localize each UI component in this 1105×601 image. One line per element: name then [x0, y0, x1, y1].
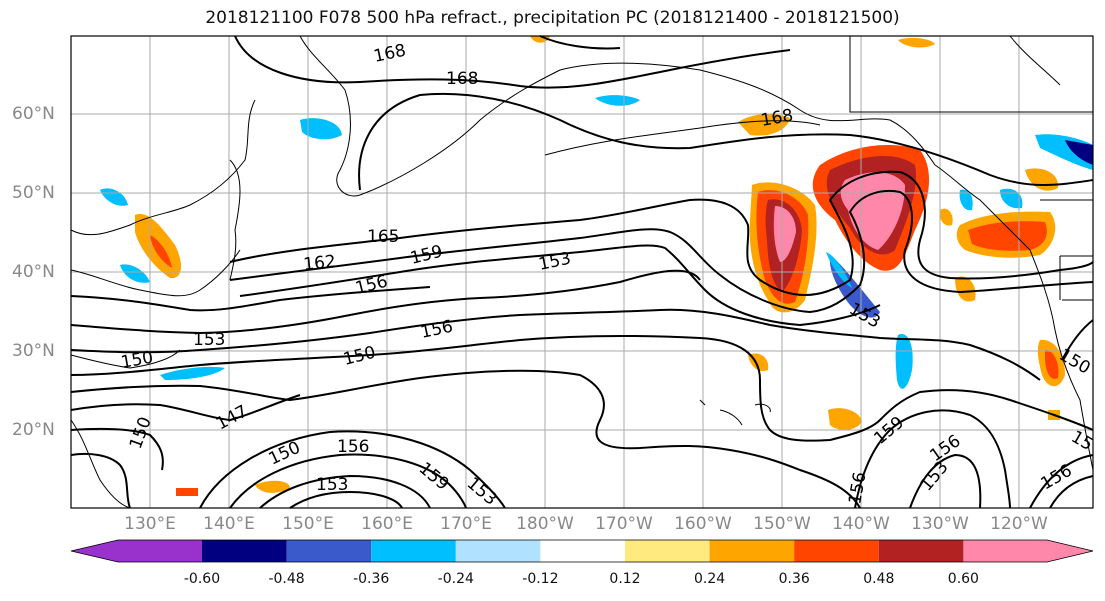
lon-label: 170°E — [440, 514, 492, 534]
contour-label: 153 — [316, 475, 348, 495]
map-title: 2018121100 F078 500 hPa refract., precip… — [205, 8, 900, 28]
colorbar-tick-label: 0.48 — [863, 571, 895, 587]
precip-shading — [100, 36, 1093, 496]
colorbar-extend-high — [963, 540, 1093, 562]
lon-label: 180°W — [516, 514, 574, 534]
lat-label: 50°N — [12, 183, 55, 203]
contour-label: 162 — [302, 252, 336, 275]
colorbar — [70, 539, 1094, 563]
colorbar-tick-label: 0.60 — [947, 571, 979, 587]
lon-label: 160°W — [674, 514, 732, 534]
colorbar-tick-label: -0.48 — [268, 571, 305, 587]
colorbar-tick-label: -0.24 — [437, 571, 474, 587]
lon-label: 130°W — [911, 514, 969, 534]
colorbar-segment — [878, 540, 964, 562]
colorbar-segment — [371, 540, 456, 562]
contour-label: 156 — [337, 437, 369, 457]
lon-label: 160°E — [361, 514, 413, 534]
lon-label: 140°E — [203, 514, 255, 534]
contour-label: 168 — [446, 69, 478, 89]
lat-label: 60°N — [12, 104, 55, 124]
colorbar-tick-label: 0.12 — [609, 571, 641, 587]
colorbar-tick-label: 0.36 — [778, 571, 810, 587]
colorbar-tick-label: 0.24 — [694, 571, 726, 587]
colorbar-segment — [286, 540, 372, 562]
map-panel: 168 168 168 165 162 159 156 153 153 150 … — [70, 35, 1096, 510]
colorbar-segment — [455, 540, 541, 562]
colorbar-tick-label: -0.60 — [183, 571, 221, 587]
lon-label: 130°E — [124, 514, 176, 534]
contour-label: 165 — [367, 227, 399, 247]
colorbar-segment — [625, 540, 710, 562]
contour-lines — [70, 35, 1094, 509]
lat-label: 20°N — [12, 420, 55, 440]
lon-label: 150°E — [282, 514, 334, 534]
colorbar-segment — [540, 540, 625, 562]
lon-label: 120°W — [990, 514, 1048, 534]
colorbar-extend-low — [71, 540, 202, 562]
lat-label: 30°N — [12, 341, 55, 361]
lon-label: 150°W — [753, 514, 811, 534]
lon-label: 140°W — [832, 514, 890, 534]
coastlines — [70, 35, 1094, 509]
colorbar-segment — [709, 540, 795, 562]
colorbar-segment — [794, 540, 879, 562]
contour-label: 153 — [193, 330, 225, 350]
lat-label: 40°N — [12, 262, 55, 282]
colorbar-segment — [202, 540, 287, 562]
lon-label: 170°W — [595, 514, 653, 534]
colorbar-tick-label: -0.36 — [353, 571, 390, 587]
colorbar-tick-label: -0.12 — [522, 571, 559, 587]
